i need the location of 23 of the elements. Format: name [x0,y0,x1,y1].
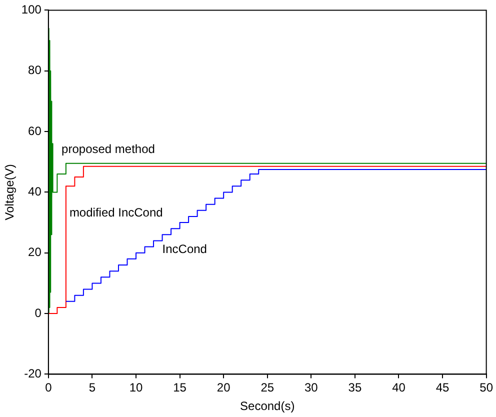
x-tick-label: 5 [88,380,96,395]
x-tick-label: 25 [260,380,274,395]
x-tick-label: 35 [348,380,362,395]
y-tick-label: 100 [21,2,42,17]
x-tick-label: 40 [392,380,406,395]
x-tick-label: 15 [173,380,187,395]
annotation: proposed method [62,142,155,156]
y-tick-label: 0 [34,306,42,320]
x-axis-title: Second(s) [240,399,295,414]
x-tick-label: 0 [45,380,52,395]
y-tick-label: 40 [28,184,42,199]
y-tick-label: 60 [28,124,42,138]
y-tick-label: -20 [24,366,42,381]
annotation: modified IncCond [69,206,163,220]
x-tick-label: 20 [216,380,231,395]
x-tick-label: 50 [480,380,494,395]
annotation: IncCond [162,242,207,256]
x-tick-label: 45 [436,380,450,395]
y-axis-title: Voltage(V) [2,164,17,220]
y-tick-label: 20 [28,245,42,260]
x-tick-label: 30 [304,380,318,395]
y-tick-label: 80 [28,63,42,78]
x-tick-label: 10 [129,380,143,395]
